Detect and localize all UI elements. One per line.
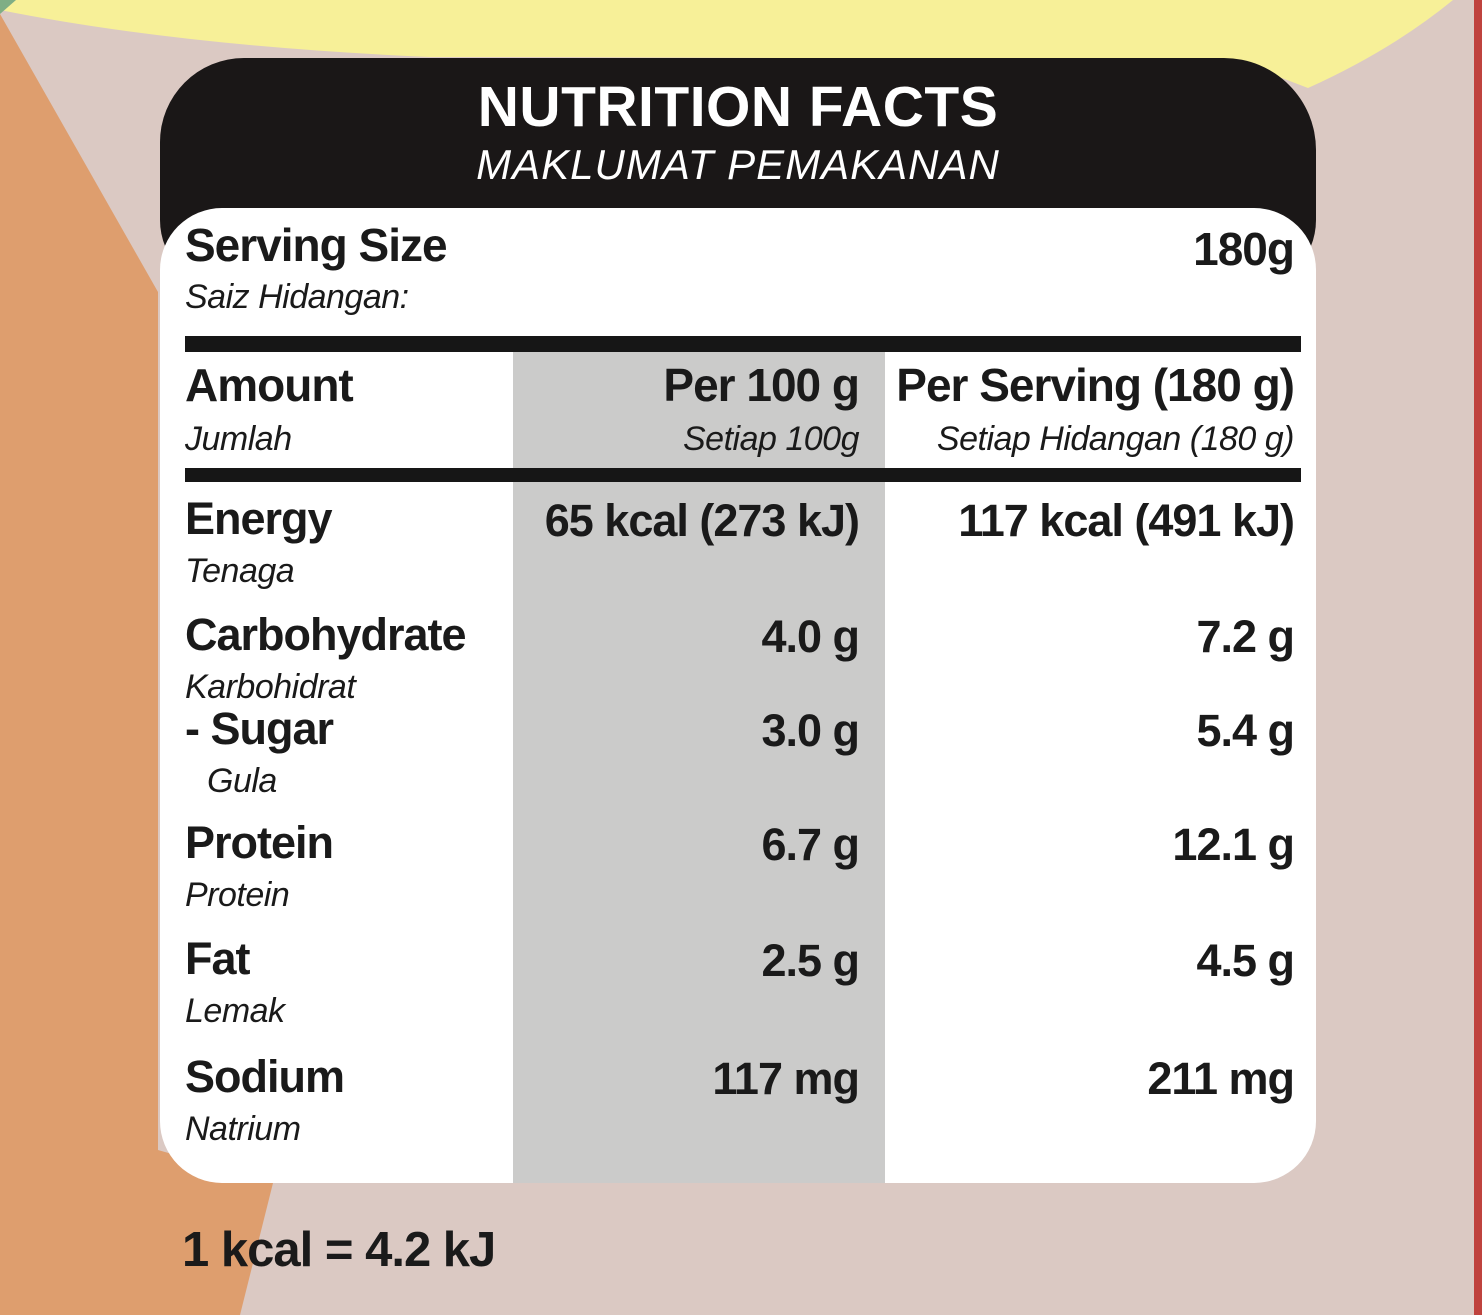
value-per-serving: 7.2 g — [1196, 611, 1295, 662]
value-per-100g: 6.7 g — [761, 819, 860, 870]
nutrient-name-malay: Protein — [185, 876, 290, 914]
value-per-serving: 117 kcal (491 kJ) — [958, 495, 1295, 546]
serving-size-label: Serving Size — [185, 219, 448, 271]
divider-rule-bottom — [185, 468, 1301, 482]
nutrient-name: Carbohydrate — [185, 609, 467, 660]
nutrient-name-malay: Natrium — [185, 1110, 301, 1148]
nutrient-name-malay: Gula — [207, 762, 277, 800]
orange-left-shape — [0, 14, 273, 1315]
label-subtitle: MAKLUMAT PEMAKANAN — [476, 140, 1000, 188]
row-label: Sodium Natrium — [185, 1051, 345, 1148]
value-per-100g: 2.5 g — [761, 935, 860, 986]
row-label: - Sugar Gula — [185, 703, 334, 800]
nutrient-name: - Sugar — [185, 703, 334, 754]
label-title: NUTRITION FACTS — [477, 74, 999, 139]
nutrition-table-card: Serving Size Saiz Hidangan: 180g Amount … — [160, 208, 1316, 1183]
teal-corner-shape — [0, 0, 16, 14]
row-label: Protein Protein — [185, 817, 334, 914]
value-per-100g: 3.0 g — [761, 705, 860, 756]
value-per-serving: 4.5 g — [1196, 935, 1295, 986]
value-per-serving: 12.1 g — [1172, 819, 1295, 870]
nutrient-name: Fat — [185, 933, 250, 984]
column-header-amount: Amount Jumlah — [185, 359, 354, 458]
row-label: Energy Tenaga — [185, 493, 333, 590]
yellow-top-shape — [0, 0, 1453, 88]
nutrient-name-malay: Lemak — [185, 992, 285, 1030]
value-per-serving: 211 mg — [1147, 1053, 1295, 1104]
red-edge-strip — [1474, 0, 1482, 1315]
per-serving-label: Per Serving (180 g) — [896, 359, 1295, 411]
value-per-100g: 4.0 g — [761, 611, 860, 662]
nutrient-name-malay: Tenaga — [185, 552, 295, 590]
serving-size-row: Serving Size Saiz Hidangan: 180g — [185, 219, 1295, 316]
row-label: Carbohydrate Karbohidrat — [185, 609, 467, 706]
serving-size-label-malay: Saiz Hidangan: — [185, 278, 409, 316]
serving-size-value: 180g — [1193, 223, 1295, 275]
value-per-serving: 5.4 g — [1196, 705, 1295, 756]
per-100g-column-highlight — [513, 350, 885, 1183]
per-100g-label: Per 100 g — [663, 359, 860, 411]
label-header-text: NUTRITION FACTS MAKLUMAT PEMAKANAN — [160, 58, 1316, 208]
per-serving-label-malay: Setiap Hidangan (180 g) — [936, 420, 1295, 458]
row-label: Fat Lemak — [185, 936, 285, 1028]
nutrient-name-malay: Karbohidrat — [185, 668, 356, 706]
kcal-conversion-note: 1 kcal = 4.2 kJ — [182, 1223, 496, 1277]
nutrient-name: Protein — [185, 817, 334, 868]
nutrient-name: Sodium — [185, 1051, 345, 1102]
per-100g-label-malay: Setiap 100g — [683, 420, 860, 458]
column-header-per-100g: Per 100 g Setiap 100g — [513, 359, 860, 458]
amount-label-malay: Jumlah — [185, 420, 292, 458]
nutrient-name: Energy — [185, 493, 333, 544]
column-header-per-serving: Per Serving (180 g) Setiap Hidangan (180… — [896, 359, 1295, 458]
value-per-100g: 65 kcal (273 kJ) — [544, 495, 860, 546]
amount-label: Amount — [185, 359, 354, 411]
value-per-100g: 117 mg — [712, 1053, 860, 1104]
divider-rule-top — [185, 336, 1301, 352]
